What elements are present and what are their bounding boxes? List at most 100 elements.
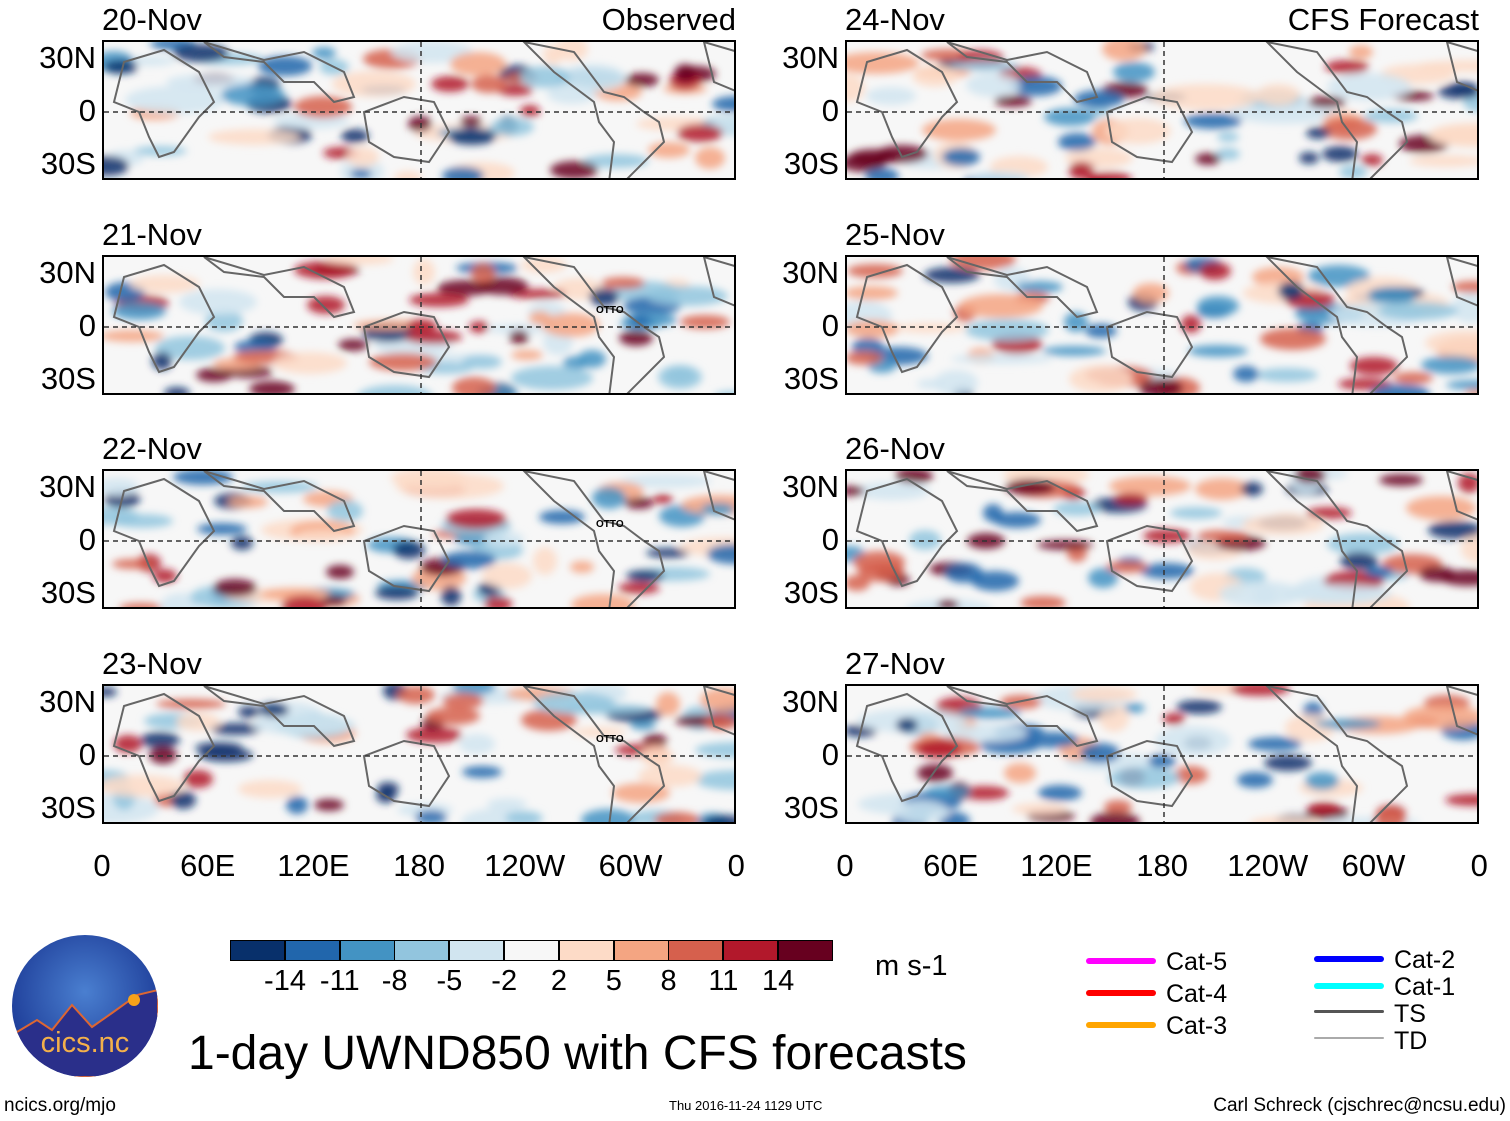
wind-anomaly xyxy=(213,579,257,597)
wind-anomaly xyxy=(1163,713,1185,725)
map-panel xyxy=(845,469,1479,609)
wind-anomaly xyxy=(1188,345,1248,357)
wind-anomaly xyxy=(942,148,980,166)
wind-anomaly xyxy=(951,61,1019,71)
wind-anomaly xyxy=(332,71,416,97)
lat-label: 30S xyxy=(40,790,96,825)
legend-label: Cat-4 xyxy=(1166,980,1228,1008)
wind-anomaly xyxy=(629,316,651,326)
lon-label: 60W xyxy=(1341,848,1406,883)
footer-author: Carl Schreck (cjschrec@ncsu.edu) xyxy=(1213,1095,1506,1116)
wind-anomaly xyxy=(578,350,606,368)
wind-anomaly xyxy=(854,482,930,500)
legend-label: TS xyxy=(1394,1000,1426,1028)
wind-anomaly xyxy=(966,73,1020,97)
wind-anomaly xyxy=(452,377,496,393)
coastline xyxy=(112,477,216,588)
lat-label: 0 xyxy=(821,308,839,343)
coastline xyxy=(362,95,451,164)
colorbar-units: m s-1 xyxy=(875,950,948,982)
wind-anomaly xyxy=(149,746,177,764)
wind-anomaly xyxy=(1080,743,1120,763)
wind-anomaly xyxy=(1260,328,1326,350)
coastline xyxy=(702,257,734,307)
lat-label: 0 xyxy=(821,737,839,772)
wind-anomaly xyxy=(959,294,1043,318)
wind-anomaly xyxy=(1264,755,1312,771)
wind-anomaly xyxy=(296,529,350,541)
wind-anomaly xyxy=(471,263,495,283)
wind-anomaly xyxy=(1004,763,1036,783)
wind-anomaly xyxy=(1370,384,1430,393)
wind-anomaly xyxy=(701,503,734,515)
wind-anomaly xyxy=(406,727,462,743)
wind-anomaly xyxy=(409,293,469,307)
wind-anomaly xyxy=(1256,368,1318,382)
wind-anomaly xyxy=(327,500,363,522)
wind-anomaly xyxy=(448,129,496,145)
wind-anomaly xyxy=(1308,802,1340,814)
wind-anomaly xyxy=(104,60,138,74)
wind-anomaly xyxy=(847,52,919,74)
footer-timestamp: Thu 2016-11-24 1129 UTC xyxy=(669,1098,823,1113)
wind-anomaly xyxy=(1105,118,1171,144)
wind-anomaly xyxy=(324,257,394,265)
wind-anomaly xyxy=(441,586,461,606)
wind-anomaly xyxy=(1020,596,1066,607)
map-panel xyxy=(102,469,736,609)
wind-anomaly xyxy=(1429,124,1477,146)
wind-anomaly xyxy=(619,330,653,346)
wind-anomaly xyxy=(452,686,496,695)
wind-anomaly xyxy=(674,64,696,82)
wind-anomaly xyxy=(249,381,295,393)
legend-label: Cat-2 xyxy=(1394,946,1456,974)
colorbar-label: 5 xyxy=(605,965,622,997)
wind-anomaly xyxy=(478,277,528,295)
wind-anomaly xyxy=(1452,281,1477,293)
wind-anomaly xyxy=(1106,561,1148,573)
coastline xyxy=(855,477,959,588)
wind-anomaly xyxy=(624,497,654,509)
wind-anomaly xyxy=(119,603,163,607)
colorbar-swatch xyxy=(778,940,833,961)
wind-anomaly xyxy=(1184,113,1242,129)
wind-anomaly xyxy=(459,734,495,754)
lat-label: 30S xyxy=(783,146,839,181)
colorbar-label: 2 xyxy=(550,965,568,997)
legend-label: Cat-1 xyxy=(1394,973,1456,1001)
wind-anomaly xyxy=(347,147,379,167)
wind-anomaly xyxy=(446,509,506,529)
lat-label: 0 xyxy=(821,522,839,557)
wind-anomaly xyxy=(1452,293,1477,323)
wind-anomaly xyxy=(307,296,345,314)
wind-anomaly xyxy=(509,330,529,344)
wind-anomaly xyxy=(945,563,983,583)
wind-anomaly xyxy=(1199,262,1231,280)
legend-line xyxy=(1086,958,1156,964)
coastline xyxy=(1265,471,1409,607)
wind-anomaly xyxy=(431,76,469,92)
footer-url[interactable]: ncics.org/mjo xyxy=(4,1095,116,1116)
wind-anomaly xyxy=(1133,283,1169,303)
wind-anomaly xyxy=(166,74,254,90)
lon-label: 180 xyxy=(1136,848,1188,883)
coastline xyxy=(112,263,216,374)
wind-anomaly xyxy=(104,775,185,797)
wind-anomaly xyxy=(112,559,154,569)
colorbar-swatch xyxy=(284,940,340,961)
storm-label: OTTO xyxy=(596,519,624,530)
lat-label: 30N xyxy=(39,40,96,75)
wind-anomaly xyxy=(197,523,247,535)
wind-anomaly xyxy=(484,531,524,547)
wind-anomaly xyxy=(950,257,1016,270)
colorbar-swatch xyxy=(668,940,724,961)
wind-anomaly xyxy=(529,311,551,325)
wind-anomaly xyxy=(1242,515,1324,535)
wind-anomaly xyxy=(866,87,916,105)
wind-anomaly xyxy=(156,699,226,709)
wind-anomaly xyxy=(1012,803,1068,815)
wind-anomaly xyxy=(511,350,543,360)
wind-anomaly xyxy=(865,168,899,178)
wind-anomaly xyxy=(1090,812,1140,822)
wind-anomaly xyxy=(1445,794,1477,806)
